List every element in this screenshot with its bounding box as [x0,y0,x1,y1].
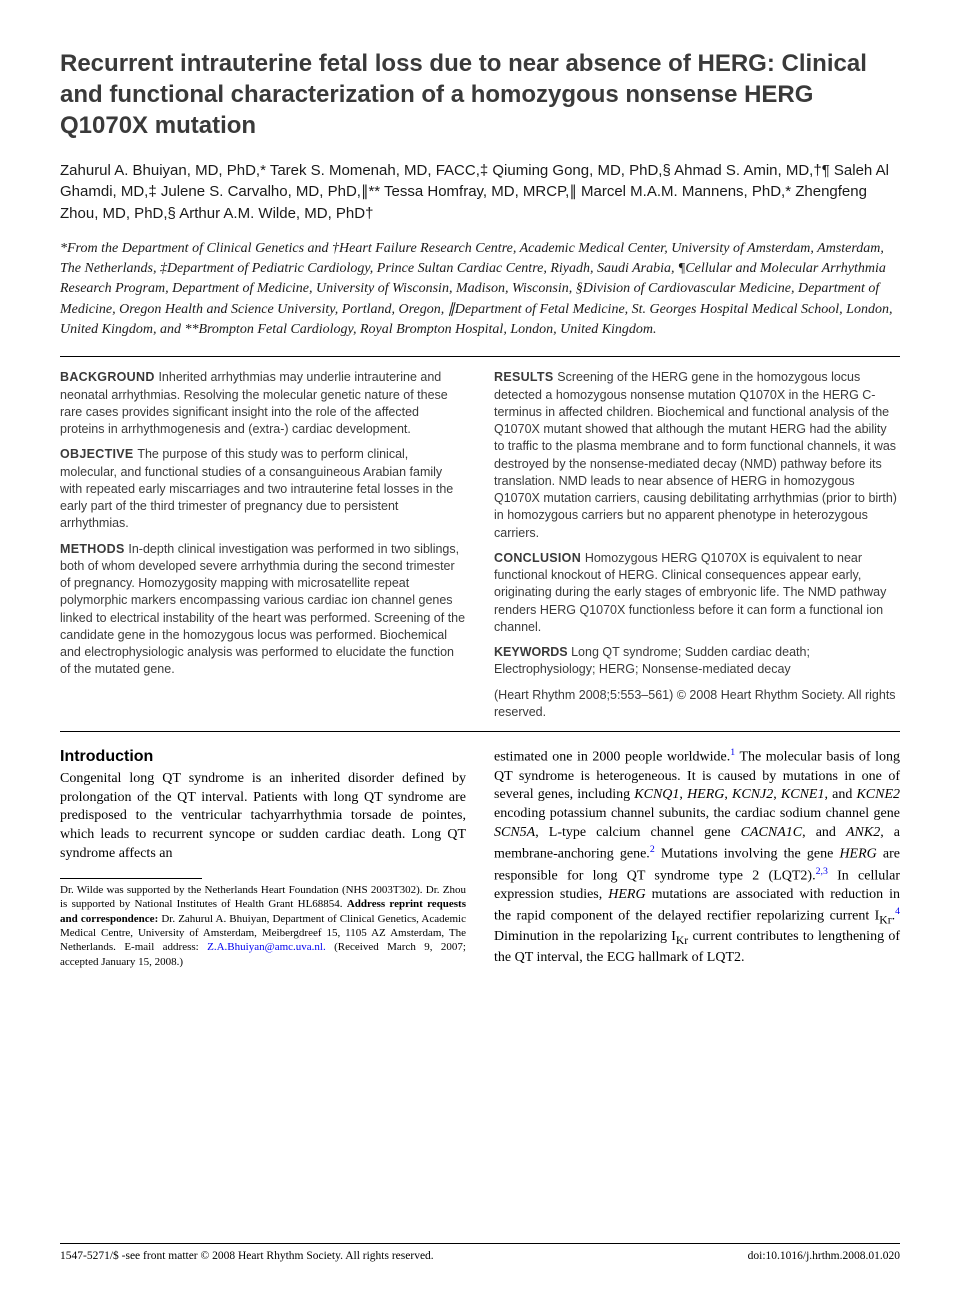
introduction-heading: Introduction [60,746,466,768]
subscript: Kr [879,914,891,927]
affiliations: *From the Department of Clinical Genetic… [60,239,900,340]
footnote-divider [60,878,202,879]
abstract-section: METHODS In-depth clinical investigation … [60,541,466,679]
gene-name: KCNJ2 [732,787,773,802]
correspondence-footnote: Dr. Wilde was supported by the Netherlan… [60,883,466,969]
subscript: Kr [676,934,688,947]
gene-name: SCN5A [494,825,535,840]
gene-name: CACNA1C [741,825,802,840]
abstract-section-text: Screening of the HERG gene in the homozy… [494,370,897,539]
intro-paragraph-left: Congenital long QT syndrome is an inheri… [60,770,466,864]
doi-text: doi:10.1016/j.hrthm.2008.01.020 [748,1250,900,1262]
gene-name: HERG [687,787,724,802]
keywords-label: KEYWORDS [494,645,568,659]
body-right-column: estimated one in 2000 people worldwide.1… [494,746,900,969]
article-title: Recurrent intrauterine fetal loss due to… [60,48,900,142]
abstract-container: BACKGROUND Inherited arrhythmias may und… [60,369,900,721]
abstract-section: RESULTS Screening of the HERG gene in th… [494,369,900,542]
body-left-column: Introduction Congenital long QT syndrome… [60,746,466,969]
gene-name: KCNQ1 [634,787,679,802]
copyright-text: 1547-5271/$ -see front matter © 2008 Hea… [60,1250,434,1262]
abstract-section-text: In-depth clinical investigation was perf… [60,542,465,677]
gene-name: HERG [608,887,645,902]
citation-ref[interactable]: 2 [650,844,655,855]
citation-text: (Heart Rhythm 2008;5:553–561) © 2008 Hea… [494,687,900,722]
abstract-section: CONCLUSION Homozygous HERG Q1070X is equ… [494,550,900,636]
gene-name: HERG [839,847,876,862]
abstract-section-label: OBJECTIVE [60,447,137,461]
citation-ref[interactable]: 1 [730,747,735,758]
citation-ref[interactable]: 2,3 [816,866,828,877]
gene-name: KCNE2 [856,787,900,802]
intro-paragraph-right: estimated one in 2000 people worldwide.1… [494,746,900,968]
correspondence-label: Address reprint requests and corresponde… [60,898,466,924]
divider-bottom [60,731,900,732]
abstract-left-column: BACKGROUND Inherited arrhythmias may und… [60,369,466,721]
abstract-section-label: RESULTS [494,370,557,384]
correspondence-email-link[interactable]: Z.A.Bhuiyan@amc.uva.nl. [207,941,326,953]
divider-top [60,356,900,357]
body-two-column: Introduction Congenital long QT syndrome… [60,746,900,969]
gene-name: KCNE1 [781,787,825,802]
citation-ref[interactable]: 4 [895,906,900,917]
abstract-section: BACKGROUND Inherited arrhythmias may und… [60,369,466,438]
gene-name: ANK2 [846,825,880,840]
abstract-right-column: RESULTS Screening of the HERG gene in th… [494,369,900,721]
authors-list: Zahurul A. Bhuiyan, MD, PhD,* Tarek S. M… [60,160,900,225]
abstract-section-label: CONCLUSION [494,551,585,565]
page-footer: 1547-5271/$ -see front matter © 2008 Hea… [60,1243,900,1262]
abstract-section: OBJECTIVE The purpose of this study was … [60,446,466,532]
keywords-block: KEYWORDS Long QT syndrome; Sudden cardia… [494,644,900,679]
abstract-section-label: METHODS [60,542,128,556]
abstract-section-label: BACKGROUND [60,370,158,384]
